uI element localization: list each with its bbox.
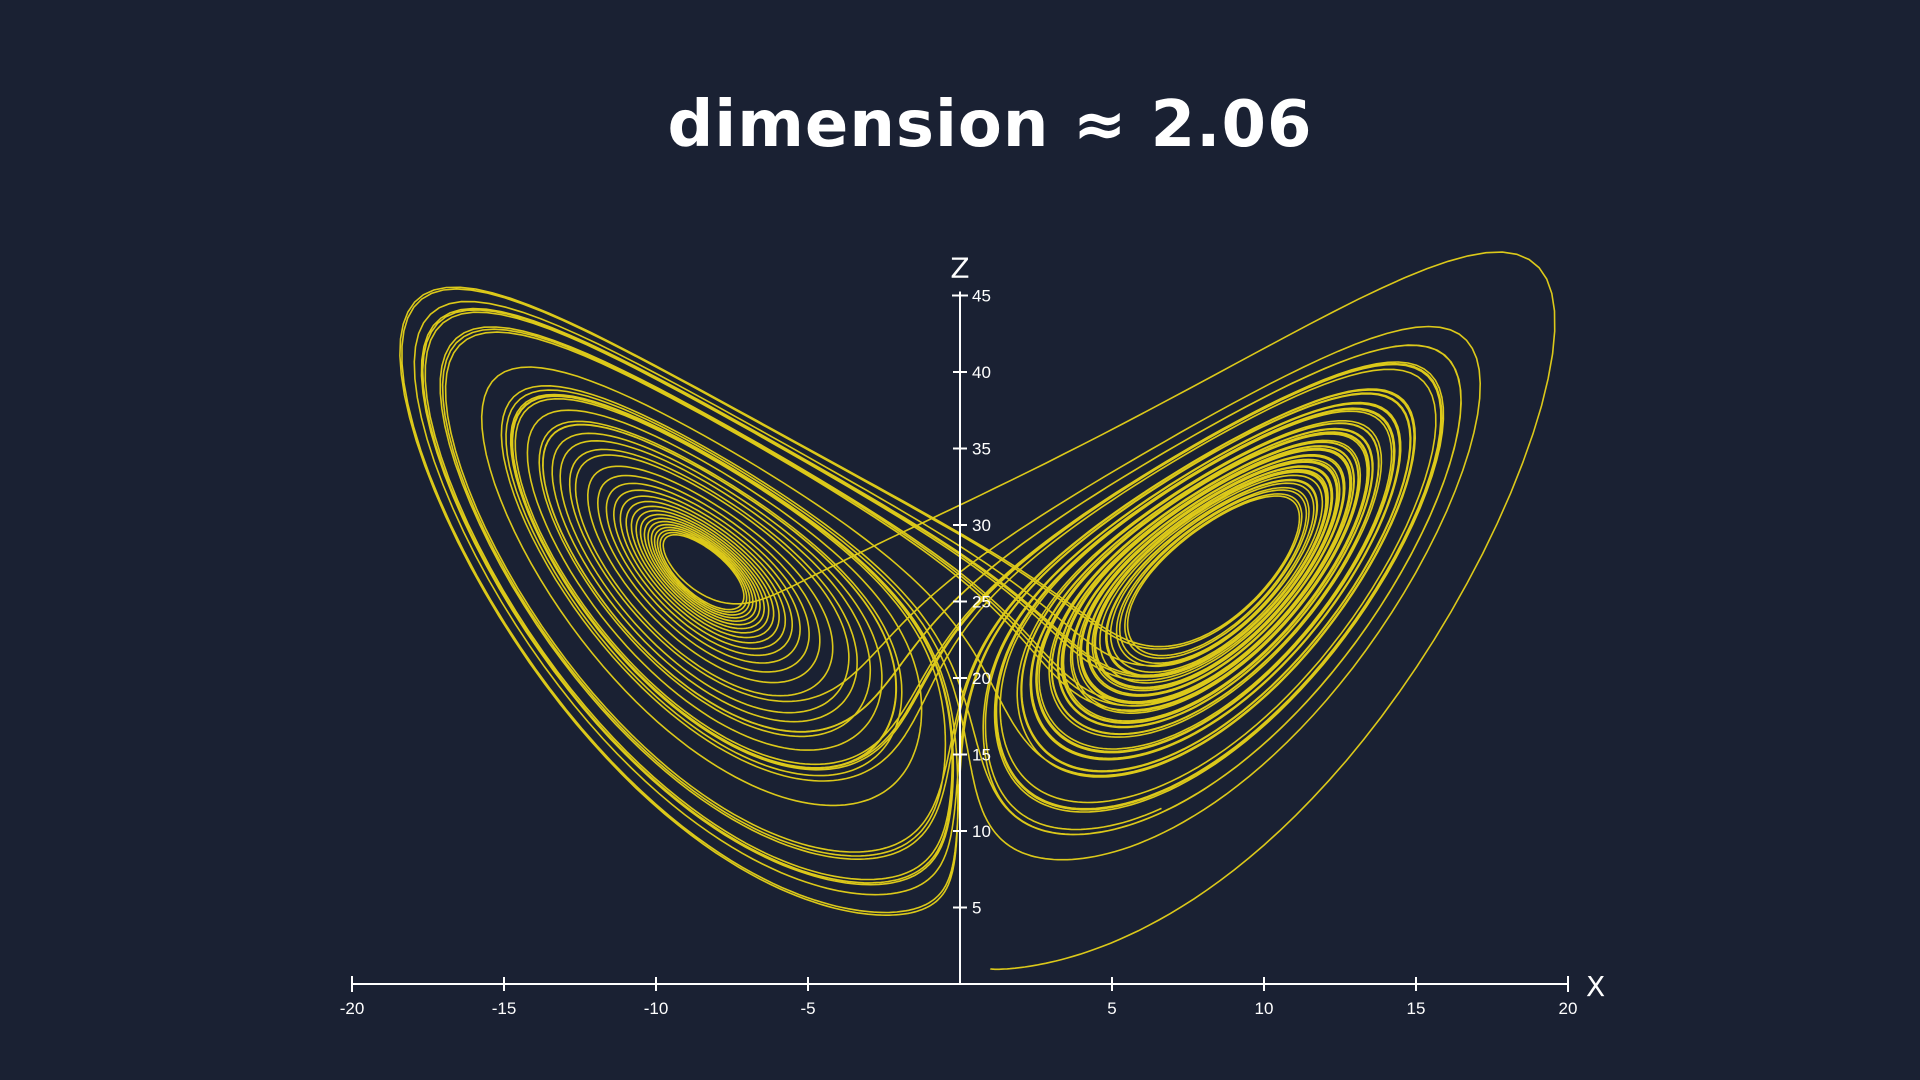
- z-tick-label: 5: [972, 899, 981, 918]
- x-tick-label: 5: [1107, 999, 1116, 1018]
- z-ticks: 5 10 15 20 25 30 35 40 45: [953, 287, 991, 918]
- z-tick-label: 40: [972, 363, 991, 382]
- chart-title: dimension ≈ 2.06: [667, 88, 1313, 162]
- z-tick-label: 25: [972, 593, 991, 612]
- x-tick-label: -5: [800, 999, 815, 1018]
- z-tick-label: 35: [972, 440, 991, 459]
- z-tick-label: 10: [972, 822, 991, 841]
- lorenz-trajectory: [399, 251, 1556, 971]
- z-axis-label: Z: [950, 252, 969, 285]
- x-tick-label: -15: [492, 999, 517, 1018]
- x-axis-label: X: [1586, 970, 1605, 1003]
- z-tick-label: 30: [972, 516, 991, 535]
- x-tick-label: -20: [340, 999, 365, 1018]
- x-tick-label: -10: [644, 999, 669, 1018]
- z-tick-label: 20: [972, 669, 991, 688]
- x-tick-label: 20: [1559, 999, 1578, 1018]
- axes-layer: -20 -15 -10 -5 5 10 15 20 5 10 15 20 25 30 35 40 45 X Z: [340, 252, 1605, 1019]
- z-tick-label: 15: [972, 746, 991, 765]
- z-tick-label: 45: [972, 287, 991, 306]
- x-tick-label: 15: [1407, 999, 1426, 1018]
- trajectory-layer: [399, 251, 1556, 971]
- x-ticks: -20 -15 -10 -5 5 10 15 20: [340, 977, 1578, 1018]
- x-tick-label: 10: [1255, 999, 1274, 1018]
